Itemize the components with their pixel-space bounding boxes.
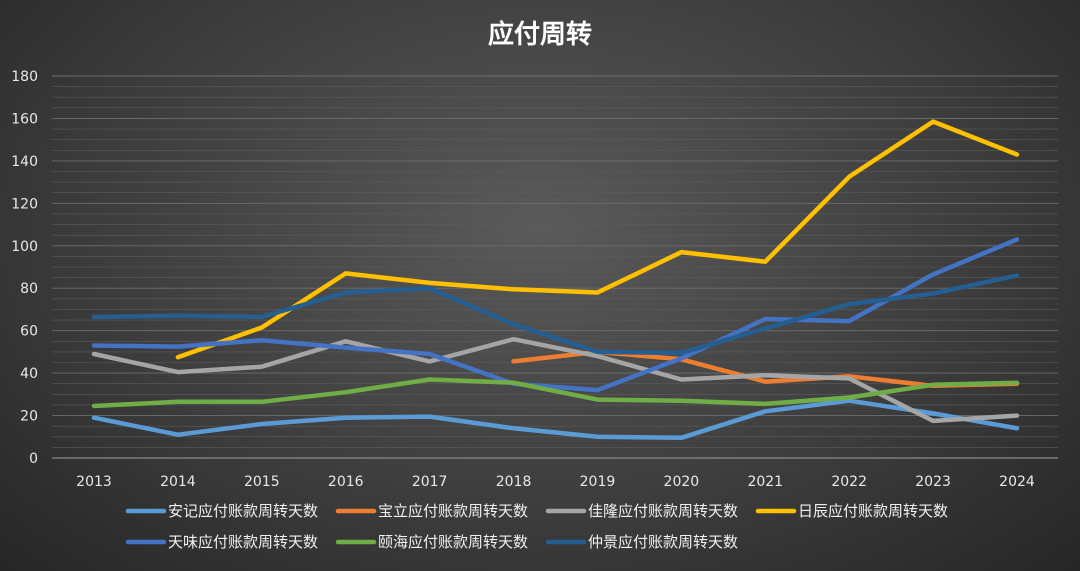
legend: 安记应付账款周转天数 宝立应付账款周转天数 佳隆应付账款周转天数 日辰应付账款周转天数… — [125, 502, 948, 551]
legend-item[interactable]: 天味应付账款周转天数 — [125, 533, 318, 551]
y-tick-label: 60 — [20, 324, 38, 340]
legend-item[interactable]: 仲景应付账款周转天数 — [545, 533, 738, 551]
legend-label: 颐海应付账款周转天数 — [378, 533, 528, 551]
chart-title: 应付周转 — [488, 19, 592, 50]
series-line — [91, 273, 1020, 356]
x-tick-label: 2014 — [160, 474, 196, 490]
y-tick-label: 20 — [20, 409, 38, 425]
series-line — [91, 336, 1020, 424]
legend-item[interactable]: 日辰应付账款周转天数 — [755, 502, 948, 520]
axis-layer: 0 20 40 60 80 100 120 140 160 180 2013 2014 2015 2016… — [11, 69, 1035, 490]
series-layer — [91, 119, 1020, 441]
series-5 — [91, 237, 1020, 393]
y-tick-label: 140 — [11, 154, 38, 170]
x-tick-label: 2019 — [580, 474, 616, 490]
legend-label: 安记应付账款周转天数 — [168, 502, 318, 520]
legend-label: 仲景应付账款周转天数 — [588, 533, 738, 551]
x-tick-label: 2021 — [747, 474, 783, 490]
x-tick-label: 2018 — [496, 474, 532, 490]
legend-item[interactable]: 佳隆应付账款周转天数 — [545, 502, 738, 520]
legend-label: 天味应付账款周转天数 — [168, 533, 318, 551]
x-tick-label: 2023 — [915, 474, 951, 490]
legend-label: 宝立应付账款周转天数 — [378, 502, 528, 520]
x-tick-label: 2013 — [76, 474, 112, 490]
y-tick-label: 0 — [29, 451, 38, 467]
x-tick-label: 2024 — [999, 474, 1035, 490]
y-tick-label: 120 — [11, 196, 38, 212]
legend-label: 佳隆应付账款周转天数 — [588, 502, 738, 520]
grid-layer — [52, 75, 1058, 459]
series-line — [91, 237, 1020, 393]
x-tick-label: 2022 — [831, 474, 867, 490]
legend-item[interactable]: 宝立应付账款周转天数 — [335, 502, 528, 520]
series-line — [511, 349, 1020, 389]
series-2 — [511, 349, 1020, 389]
series-3 — [91, 336, 1020, 424]
y-tick-label: 180 — [11, 69, 38, 85]
y-tick-label: 100 — [11, 239, 38, 255]
y-tick-label: 40 — [20, 366, 38, 382]
y-tick-label: 80 — [20, 281, 38, 297]
x-tick-label: 2015 — [244, 474, 280, 490]
series-1 — [91, 398, 1020, 441]
legend-label: 日辰应付账款周转天数 — [798, 502, 948, 520]
series-7 — [91, 273, 1020, 356]
series-6 — [91, 377, 1020, 409]
series-4 — [175, 119, 1020, 360]
y-tick-label: 160 — [11, 111, 38, 127]
x-tick-label: 2020 — [664, 474, 700, 490]
x-tick-label: 2017 — [412, 474, 448, 490]
series-line — [91, 377, 1020, 409]
series-line — [175, 119, 1020, 360]
series-line — [91, 398, 1020, 441]
legend-item[interactable]: 安记应付账款周转天数 — [125, 502, 318, 520]
legend-item[interactable]: 颐海应付账款周转天数 — [335, 533, 528, 551]
x-tick-label: 2016 — [328, 474, 364, 490]
